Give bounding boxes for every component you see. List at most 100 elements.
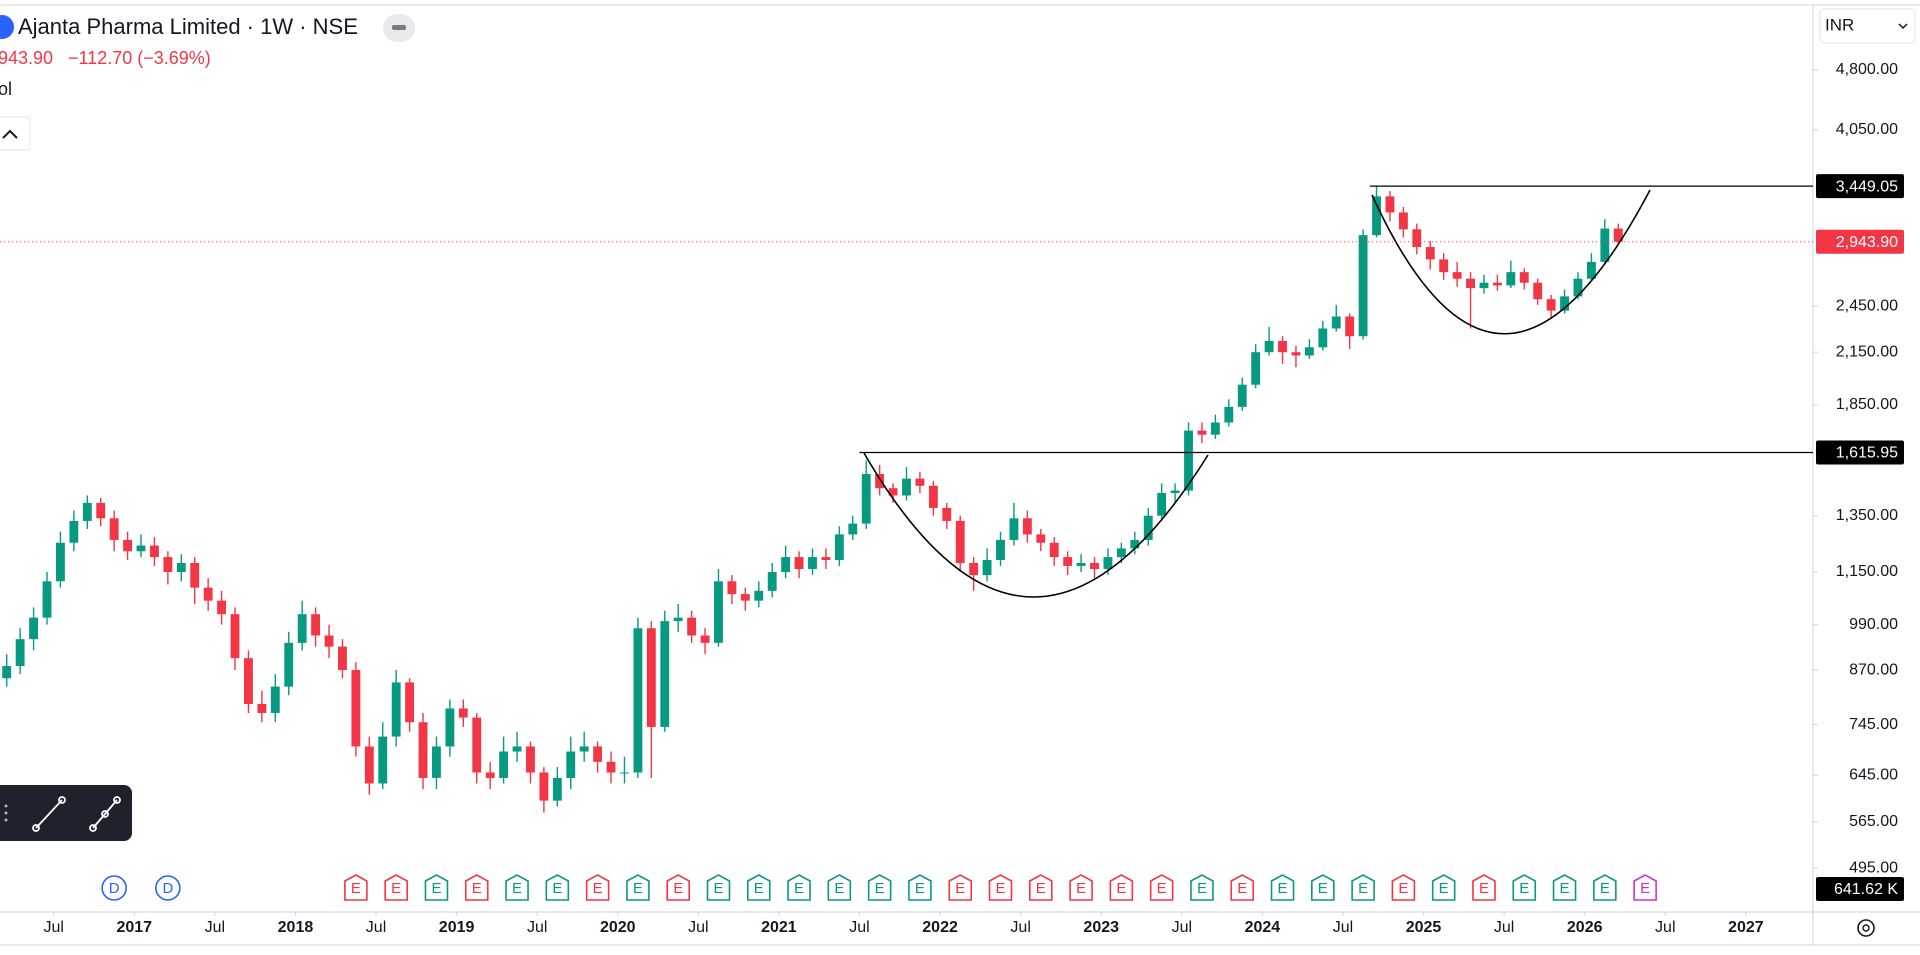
candle-body — [270, 686, 280, 713]
candle-body — [391, 682, 401, 737]
event-label: E — [1600, 880, 1610, 897]
earnings-marker — [1149, 874, 1174, 901]
earnings-marker — [1552, 874, 1577, 901]
y-tick-label: 990.00 — [1849, 616, 1898, 633]
x-tick-label: 2020 — [600, 919, 636, 936]
earnings-marker — [1270, 874, 1295, 901]
earnings-marker — [1190, 874, 1214, 901]
earnings-marker — [384, 874, 408, 901]
candle-body — [1197, 430, 1207, 435]
event-label: D — [109, 880, 120, 897]
candle-body — [109, 518, 119, 540]
chevron-icon — [2, 129, 18, 139]
candle-body — [955, 520, 965, 563]
event-label: E — [673, 880, 683, 897]
candle-body — [418, 722, 428, 778]
candle-body — [1345, 316, 1355, 337]
earnings-marker — [1431, 874, 1456, 901]
candle-body — [1130, 539, 1140, 549]
x-tick-label: 2025 — [1406, 919, 1442, 936]
event-label: E — [391, 880, 401, 897]
event-label: E — [1519, 880, 1529, 897]
event-label: E — [1318, 880, 1328, 897]
earnings-marker — [908, 874, 932, 901]
event-label: E — [1036, 880, 1046, 897]
candle-body — [1009, 518, 1019, 540]
candle-body — [928, 485, 938, 508]
event-label: E — [713, 880, 723, 897]
candle-body — [123, 539, 133, 552]
candle-body — [1479, 282, 1489, 289]
event-label: E — [1479, 880, 1489, 897]
candle-body — [1318, 328, 1328, 348]
currency-dropdown[interactable] — [1819, 8, 1916, 44]
event-label: E — [875, 880, 885, 897]
y-tick-label: 4,050.00 — [1836, 121, 1898, 138]
candle-body — [82, 502, 92, 521]
event-label: E — [1439, 880, 1449, 897]
candle-body — [794, 557, 804, 569]
candle-body — [56, 542, 65, 582]
x-tick-label: 2023 — [1083, 919, 1119, 936]
event-label: E — [351, 880, 361, 897]
y-tick-label: 1,150.00 — [1836, 563, 1898, 580]
candle-body — [982, 560, 992, 576]
candle-body — [150, 545, 159, 558]
x-tick-label: Jul — [205, 919, 225, 936]
earnings-marker — [344, 874, 368, 901]
settings-button[interactable] — [1857, 919, 1875, 937]
candle-body — [2, 666, 12, 679]
y-tick-label: 870.00 — [1849, 661, 1898, 678]
earnings-marker — [1593, 874, 1617, 901]
candle-body — [767, 572, 777, 591]
candle-body — [1076, 562, 1086, 566]
event-label: E — [472, 880, 482, 897]
earnings-marker — [746, 874, 771, 901]
event-label: E — [754, 880, 764, 897]
candle-body — [1090, 562, 1099, 569]
candle-body — [1210, 422, 1220, 435]
y-tick-label: 1,350.00 — [1836, 507, 1898, 524]
candle-body — [1506, 272, 1516, 286]
earnings-marker — [666, 874, 690, 901]
candle-body — [700, 635, 710, 643]
event-label: E — [1640, 880, 1650, 897]
candle-body — [458, 708, 468, 718]
candle-body — [405, 682, 415, 723]
earnings-marker — [948, 874, 973, 901]
y-tick-label: 565.00 — [1849, 813, 1898, 830]
x-tick-label: Jul — [1010, 919, 1030, 936]
last-price-tag-label: 2,943.90 — [1836, 234, 1898, 251]
candle-body — [714, 581, 723, 643]
candle-body — [1063, 557, 1073, 566]
candle-body — [378, 736, 388, 784]
collapse-button[interactable] — [0, 116, 31, 151]
last-price: 2,943.90 — [0, 48, 53, 68]
y-tick-label: 2,150.00 — [1836, 343, 1898, 360]
candle-body — [512, 746, 522, 752]
path-tool[interactable] — [89, 796, 121, 832]
event-label: D — [162, 880, 173, 897]
candle-body — [1519, 272, 1529, 283]
candle-body — [1412, 229, 1422, 248]
candle-body — [1586, 261, 1596, 279]
level-tag-label: 1,615.95 — [1836, 445, 1898, 462]
earnings-marker — [827, 874, 852, 901]
last-price-tag — [1816, 229, 1904, 254]
candle-body — [1143, 515, 1153, 540]
candle-body — [1237, 384, 1247, 407]
candle-body — [338, 646, 347, 671]
plot-area — [2, 186, 1623, 813]
candle-body — [848, 523, 858, 535]
x-tick-label: Jul — [849, 919, 869, 936]
candle-body — [1398, 212, 1408, 230]
x-tick-label: 2019 — [439, 919, 475, 936]
x-tick-label: Jul — [1655, 919, 1675, 936]
candle-body — [781, 557, 791, 573]
candle-body — [1304, 347, 1314, 356]
candle-body — [942, 507, 952, 521]
trendline-tool[interactable] — [32, 796, 66, 832]
candle-body — [29, 617, 39, 640]
